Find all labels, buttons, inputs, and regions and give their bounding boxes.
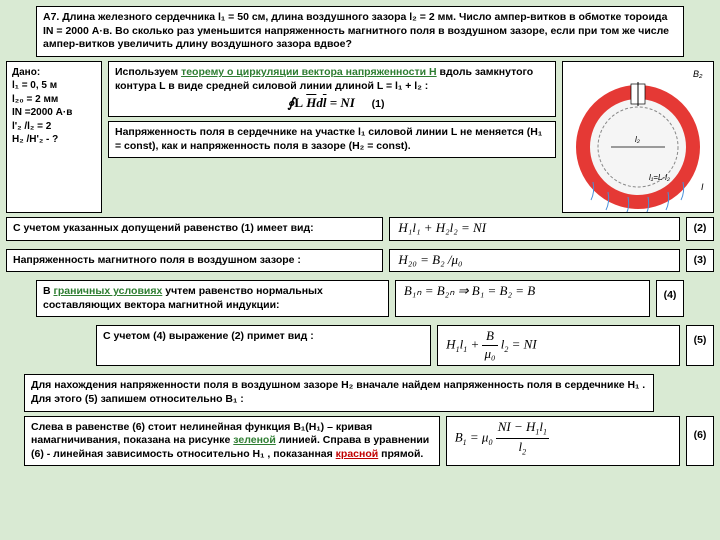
step6-text-box: С учетом (4) выражение (2) примет вид : [96, 325, 431, 366]
step6-text: С учетом (4) выражение (2) примет вид : [103, 330, 314, 342]
step7-box: Для нахождения напряженности поля в возд… [24, 374, 654, 411]
eq3-label: (3) [686, 249, 714, 273]
svg-text:B₂: B₂ [693, 69, 703, 79]
step6-row: С учетом (4) выражение (2) примет вид : … [6, 325, 714, 370]
step3-text-box: С учетом указанных допущений равенство (… [6, 217, 383, 241]
step2-box: Напряженность поля в сердечнике на участ… [108, 121, 556, 158]
eq3-box: H₂₀ = B₂ /μ₀ [389, 249, 680, 273]
eq3-formula: H₂₀ = B₂ /μ₀ [398, 252, 462, 267]
solution-column: Используем теорему о циркуляции вектора … [108, 61, 556, 213]
svg-text:l₁=L-l₂: l₁=L-l₂ [649, 173, 670, 182]
eq6-label: (6) [686, 416, 714, 467]
step1-prefix: Используем [115, 66, 181, 78]
step4-row: Напряженность магнитного поля в воздушно… [6, 249, 714, 277]
step1-box: Используем теорему о циркуляции вектора … [108, 61, 556, 117]
step4-text-box: Напряженность магнитного поля в воздушно… [6, 249, 383, 273]
step8-green: зеленой [233, 434, 276, 446]
eq4-label: (4) [656, 280, 684, 317]
step8-row: Слева в равенстве (6) стоит нелинейная ф… [6, 416, 714, 471]
row-given-solution: Дано: l₁ = 0, 5 м l₂₀ = 2 мм IN =2000 А·… [6, 61, 714, 213]
given-heading: Дано: [12, 67, 40, 78]
step8-p3: прямой. [378, 448, 423, 460]
step7-text: Для нахождения напряженности поля в возд… [31, 379, 645, 405]
problem-prefix: А7. [43, 11, 59, 23]
step5-text-box: В граничных условиях учтем равенство нор… [36, 280, 389, 317]
step8-red: красной [336, 448, 379, 460]
eq1-label: (1) [372, 98, 385, 110]
step4-text: Напряженность магнитного поля в воздушно… [13, 254, 301, 266]
given-block: Дано: l₁ = 0, 5 м l₂₀ = 2 мм IN =2000 А·… [6, 61, 102, 213]
step8-box: Слева в равенстве (6) стоит нелинейная ф… [24, 416, 440, 467]
step3-text: С учетом указанных допущений равенство (… [13, 222, 314, 234]
given-IN: IN =2000 А·в [12, 107, 72, 118]
problem-statement: А7. Длина железного сердечника l₁ = 50 с… [36, 6, 684, 57]
given-ratio-l: l'₂ /l₂ = 2 [12, 121, 51, 132]
eq2-label: (2) [686, 217, 714, 241]
eq1-formula: ∮L Hdl = NI [280, 93, 363, 112]
eq2-box: H₁l₁ + H₂l₂ = NI [389, 217, 680, 241]
eq4-formula: B₁ₙ = B₂ₙ ⇒ B₁ = B₂ = B [404, 283, 535, 298]
step5-row: В граничных условиях учтем равенство нор… [36, 280, 684, 321]
step5-link: граничных условиях [54, 285, 163, 297]
svg-text:l₂: l₂ [635, 135, 640, 144]
step5-prefix: В [43, 285, 54, 297]
given-ratio-H: H₂ /H'₂ - ? [12, 134, 58, 145]
step2-text: Напряженность поля в сердечнике на участ… [115, 126, 542, 152]
eq2-formula: H₁l₁ + H₂l₂ = NI [398, 220, 486, 235]
toroid-svg: l₂ l₁=L-l₂ B₂ I [563, 62, 713, 212]
eq5-label: (5) [686, 325, 714, 366]
eq4-box: B₁ₙ = B₂ₙ ⇒ B₁ = B₂ = B [395, 280, 650, 317]
problem-text: Длина железного сердечника l₁ = 50 см, д… [43, 11, 669, 50]
step1-link: теорему о циркуляции вектора напряженнос… [181, 66, 437, 78]
svg-text:I: I [701, 182, 704, 192]
step3-row: С учетом указанных допущений равенство (… [6, 217, 714, 245]
eq5-box: H1l1 + Bμ₀ l2 = NI [437, 325, 680, 366]
given-l1: l₁ = 0, 5 м [12, 80, 57, 91]
given-l20: l₂₀ = 2 мм [12, 94, 58, 105]
toroid-figure: l₂ l₁=L-l₂ B₂ I [562, 61, 714, 213]
eq1-wrap: ∮L Hdl = NI (1) [115, 95, 549, 112]
eq6-box: B1 = μ0 NI − H1l1l2 [446, 416, 680, 467]
